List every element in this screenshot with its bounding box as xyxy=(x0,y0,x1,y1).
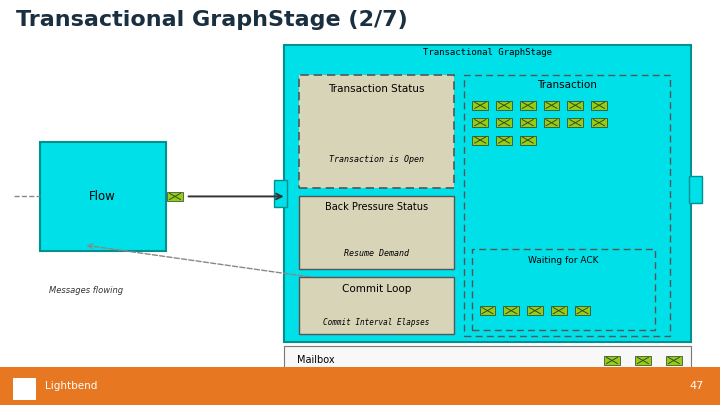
Text: Commit Loop: Commit Loop xyxy=(341,284,411,294)
Bar xyxy=(591,101,607,110)
Bar xyxy=(284,45,691,342)
Bar xyxy=(464,75,670,336)
Text: Transaction is Open: Transaction is Open xyxy=(329,155,423,164)
Bar xyxy=(520,118,536,127)
Bar xyxy=(591,118,607,127)
Text: Transaction Status: Transaction Status xyxy=(328,84,425,94)
Text: 47: 47 xyxy=(690,381,704,391)
Bar xyxy=(604,356,620,365)
Bar xyxy=(472,118,488,127)
Bar xyxy=(544,101,559,110)
Text: Waiting for ACK: Waiting for ACK xyxy=(528,256,598,265)
Text: Commit Interval Elapses: Commit Interval Elapses xyxy=(323,318,429,327)
Bar xyxy=(299,196,454,269)
Bar xyxy=(689,176,702,202)
Bar xyxy=(520,136,536,145)
Text: Flow: Flow xyxy=(89,190,116,203)
Bar xyxy=(527,306,543,315)
Bar xyxy=(567,101,583,110)
Bar xyxy=(496,136,512,145)
Bar xyxy=(299,277,454,334)
Bar xyxy=(167,192,183,201)
Bar xyxy=(480,306,495,315)
Text: Transactional GraphStage (2/7): Transactional GraphStage (2/7) xyxy=(16,10,408,30)
Text: Lightbend: Lightbend xyxy=(45,381,97,391)
Bar xyxy=(666,356,682,365)
Bar xyxy=(13,378,36,400)
Bar xyxy=(544,118,559,127)
Text: Mailbox: Mailbox xyxy=(297,356,335,365)
Bar xyxy=(496,118,512,127)
Bar xyxy=(520,101,536,110)
Bar xyxy=(0,367,720,405)
Bar xyxy=(575,306,590,315)
Text: Transaction: Transaction xyxy=(537,80,597,90)
Bar xyxy=(472,101,488,110)
Bar xyxy=(635,356,651,365)
Bar xyxy=(551,306,567,315)
Bar xyxy=(567,118,583,127)
Text: Messages flowing: Messages flowing xyxy=(50,286,123,294)
Bar xyxy=(299,75,454,188)
Bar xyxy=(472,136,488,145)
Text: Back Pressure Status: Back Pressure Status xyxy=(325,202,428,213)
Bar xyxy=(503,306,519,315)
Bar xyxy=(274,180,287,207)
Bar xyxy=(472,249,655,330)
Bar xyxy=(284,346,691,375)
Text: Resume Demand: Resume Demand xyxy=(343,249,409,258)
Bar xyxy=(496,101,512,110)
Text: Transactional GraphStage: Transactional GraphStage xyxy=(423,48,552,57)
Bar xyxy=(40,142,166,251)
